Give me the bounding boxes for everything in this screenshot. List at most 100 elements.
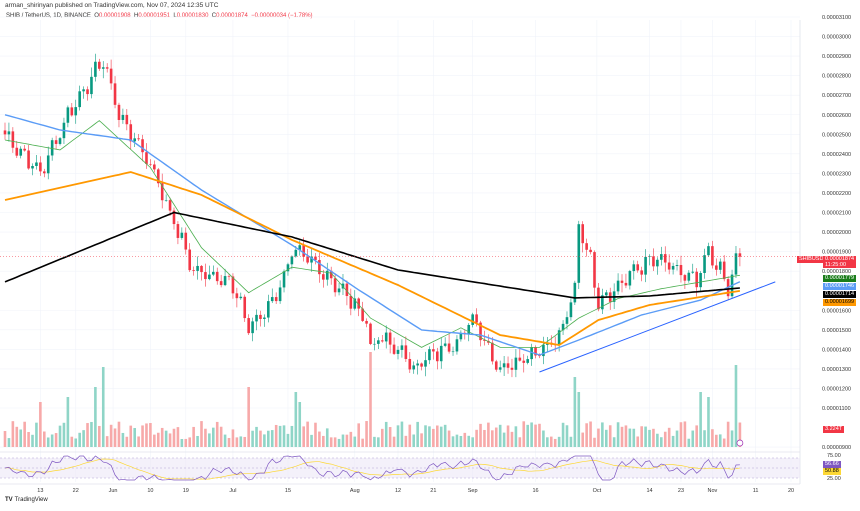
volume-bar bbox=[54, 433, 58, 447]
volume-bar bbox=[585, 423, 588, 447]
candle-body bbox=[149, 163, 152, 165]
volume-bar bbox=[471, 437, 474, 447]
volume-bar bbox=[318, 431, 321, 447]
volume-bar bbox=[337, 438, 341, 447]
rsi-upper-label: 75.00 bbox=[827, 453, 841, 459]
volume-bar bbox=[274, 424, 278, 447]
candle-body bbox=[518, 357, 522, 361]
candle-body bbox=[270, 297, 274, 302]
candle-body bbox=[208, 274, 211, 280]
candle-body bbox=[235, 293, 239, 299]
volume-bar bbox=[699, 392, 702, 447]
candle-body bbox=[121, 114, 125, 120]
volume-bar bbox=[180, 438, 184, 447]
candle-body bbox=[734, 253, 738, 275]
candle-body bbox=[597, 287, 600, 310]
time-axis-label: 11 bbox=[753, 488, 759, 494]
candle-body bbox=[459, 332, 463, 340]
lightning-event-icon bbox=[736, 439, 744, 447]
volume-bar bbox=[711, 429, 714, 447]
candle-body bbox=[168, 200, 172, 211]
candle-body bbox=[239, 296, 243, 299]
volume-bar bbox=[35, 422, 38, 447]
volume-bar bbox=[137, 436, 140, 447]
candle-body bbox=[349, 295, 353, 309]
price-axis-label: 0.00002500 bbox=[822, 132, 851, 138]
candle-body bbox=[176, 224, 180, 238]
candle-body bbox=[129, 124, 133, 142]
symbol-label[interactable]: SHIB / TetherUS, 1D, BINANCE bbox=[6, 13, 91, 19]
volume-bar bbox=[121, 432, 125, 447]
candle-body bbox=[565, 317, 569, 324]
candle-body bbox=[479, 322, 482, 341]
volume-bar bbox=[691, 430, 695, 447]
volume-bar bbox=[188, 437, 192, 447]
candle-body bbox=[357, 298, 360, 309]
candle-body bbox=[718, 261, 722, 270]
candle-body bbox=[345, 283, 349, 296]
volume-bar bbox=[156, 432, 160, 447]
volume-bar bbox=[117, 421, 121, 447]
candle-body bbox=[329, 270, 333, 279]
ma-orange-tag: 0.00001699 bbox=[823, 299, 857, 306]
volume-bar bbox=[329, 437, 333, 447]
candle-body bbox=[506, 363, 510, 368]
candle-body bbox=[263, 317, 266, 319]
tradingview-logo[interactable]: TV TradingView bbox=[5, 497, 48, 503]
time-axis-label: Jul bbox=[229, 488, 236, 494]
volume-bar bbox=[58, 425, 62, 447]
volume-bar bbox=[553, 438, 557, 447]
volume-bar bbox=[23, 421, 26, 447]
price-axis-label: 0.00002400 bbox=[822, 152, 851, 158]
volume-bar bbox=[483, 429, 486, 447]
volume-bar bbox=[90, 421, 93, 447]
volume-bar bbox=[160, 427, 164, 447]
time-axis-label: 23 bbox=[678, 488, 684, 494]
low-value: 0.00001830 bbox=[176, 13, 209, 19]
volume-bar bbox=[581, 432, 585, 447]
candle-body bbox=[231, 276, 235, 294]
volume-bar bbox=[78, 432, 81, 447]
candle-body bbox=[94, 61, 97, 77]
volume-bar bbox=[369, 352, 372, 447]
volume-bar bbox=[640, 426, 643, 447]
volume-bar bbox=[353, 436, 357, 447]
candle-body bbox=[526, 359, 529, 363]
volume-bar bbox=[310, 434, 313, 447]
volume-bar bbox=[604, 429, 608, 447]
volume-bar bbox=[498, 424, 502, 447]
volume-bar bbox=[675, 430, 679, 447]
price-axis-label: 0.00001100 bbox=[822, 406, 851, 412]
volume-bar bbox=[534, 424, 537, 447]
volume-bar bbox=[726, 421, 730, 447]
volume-bar bbox=[141, 425, 144, 447]
volume-bar bbox=[718, 434, 722, 447]
volume-bar bbox=[593, 437, 596, 447]
candle-body bbox=[408, 358, 412, 370]
candle-body bbox=[715, 265, 718, 270]
volume-bar bbox=[400, 421, 404, 447]
volume-bar bbox=[652, 428, 655, 447]
tv-logo-icon: TV bbox=[5, 497, 13, 503]
volume-bar bbox=[703, 430, 706, 447]
volume-bar bbox=[15, 426, 19, 447]
candle-body bbox=[538, 355, 541, 357]
candle-body bbox=[573, 282, 577, 303]
volume-bar bbox=[43, 431, 46, 447]
candle-body bbox=[298, 245, 302, 250]
candle-body bbox=[396, 349, 400, 354]
candle-body bbox=[695, 271, 698, 288]
time-axis-label: Sep bbox=[468, 488, 478, 494]
candle-body bbox=[663, 254, 667, 263]
candle-body bbox=[215, 271, 219, 282]
candle-body bbox=[667, 262, 671, 270]
close-value: 0.00001874 bbox=[216, 13, 248, 19]
candle-body bbox=[628, 271, 632, 286]
volume-bar bbox=[149, 423, 152, 447]
candle-body bbox=[153, 164, 156, 170]
candle-body bbox=[388, 332, 392, 345]
candle-body bbox=[15, 147, 19, 156]
volume-bar bbox=[377, 437, 380, 447]
candle-body bbox=[219, 281, 223, 286]
